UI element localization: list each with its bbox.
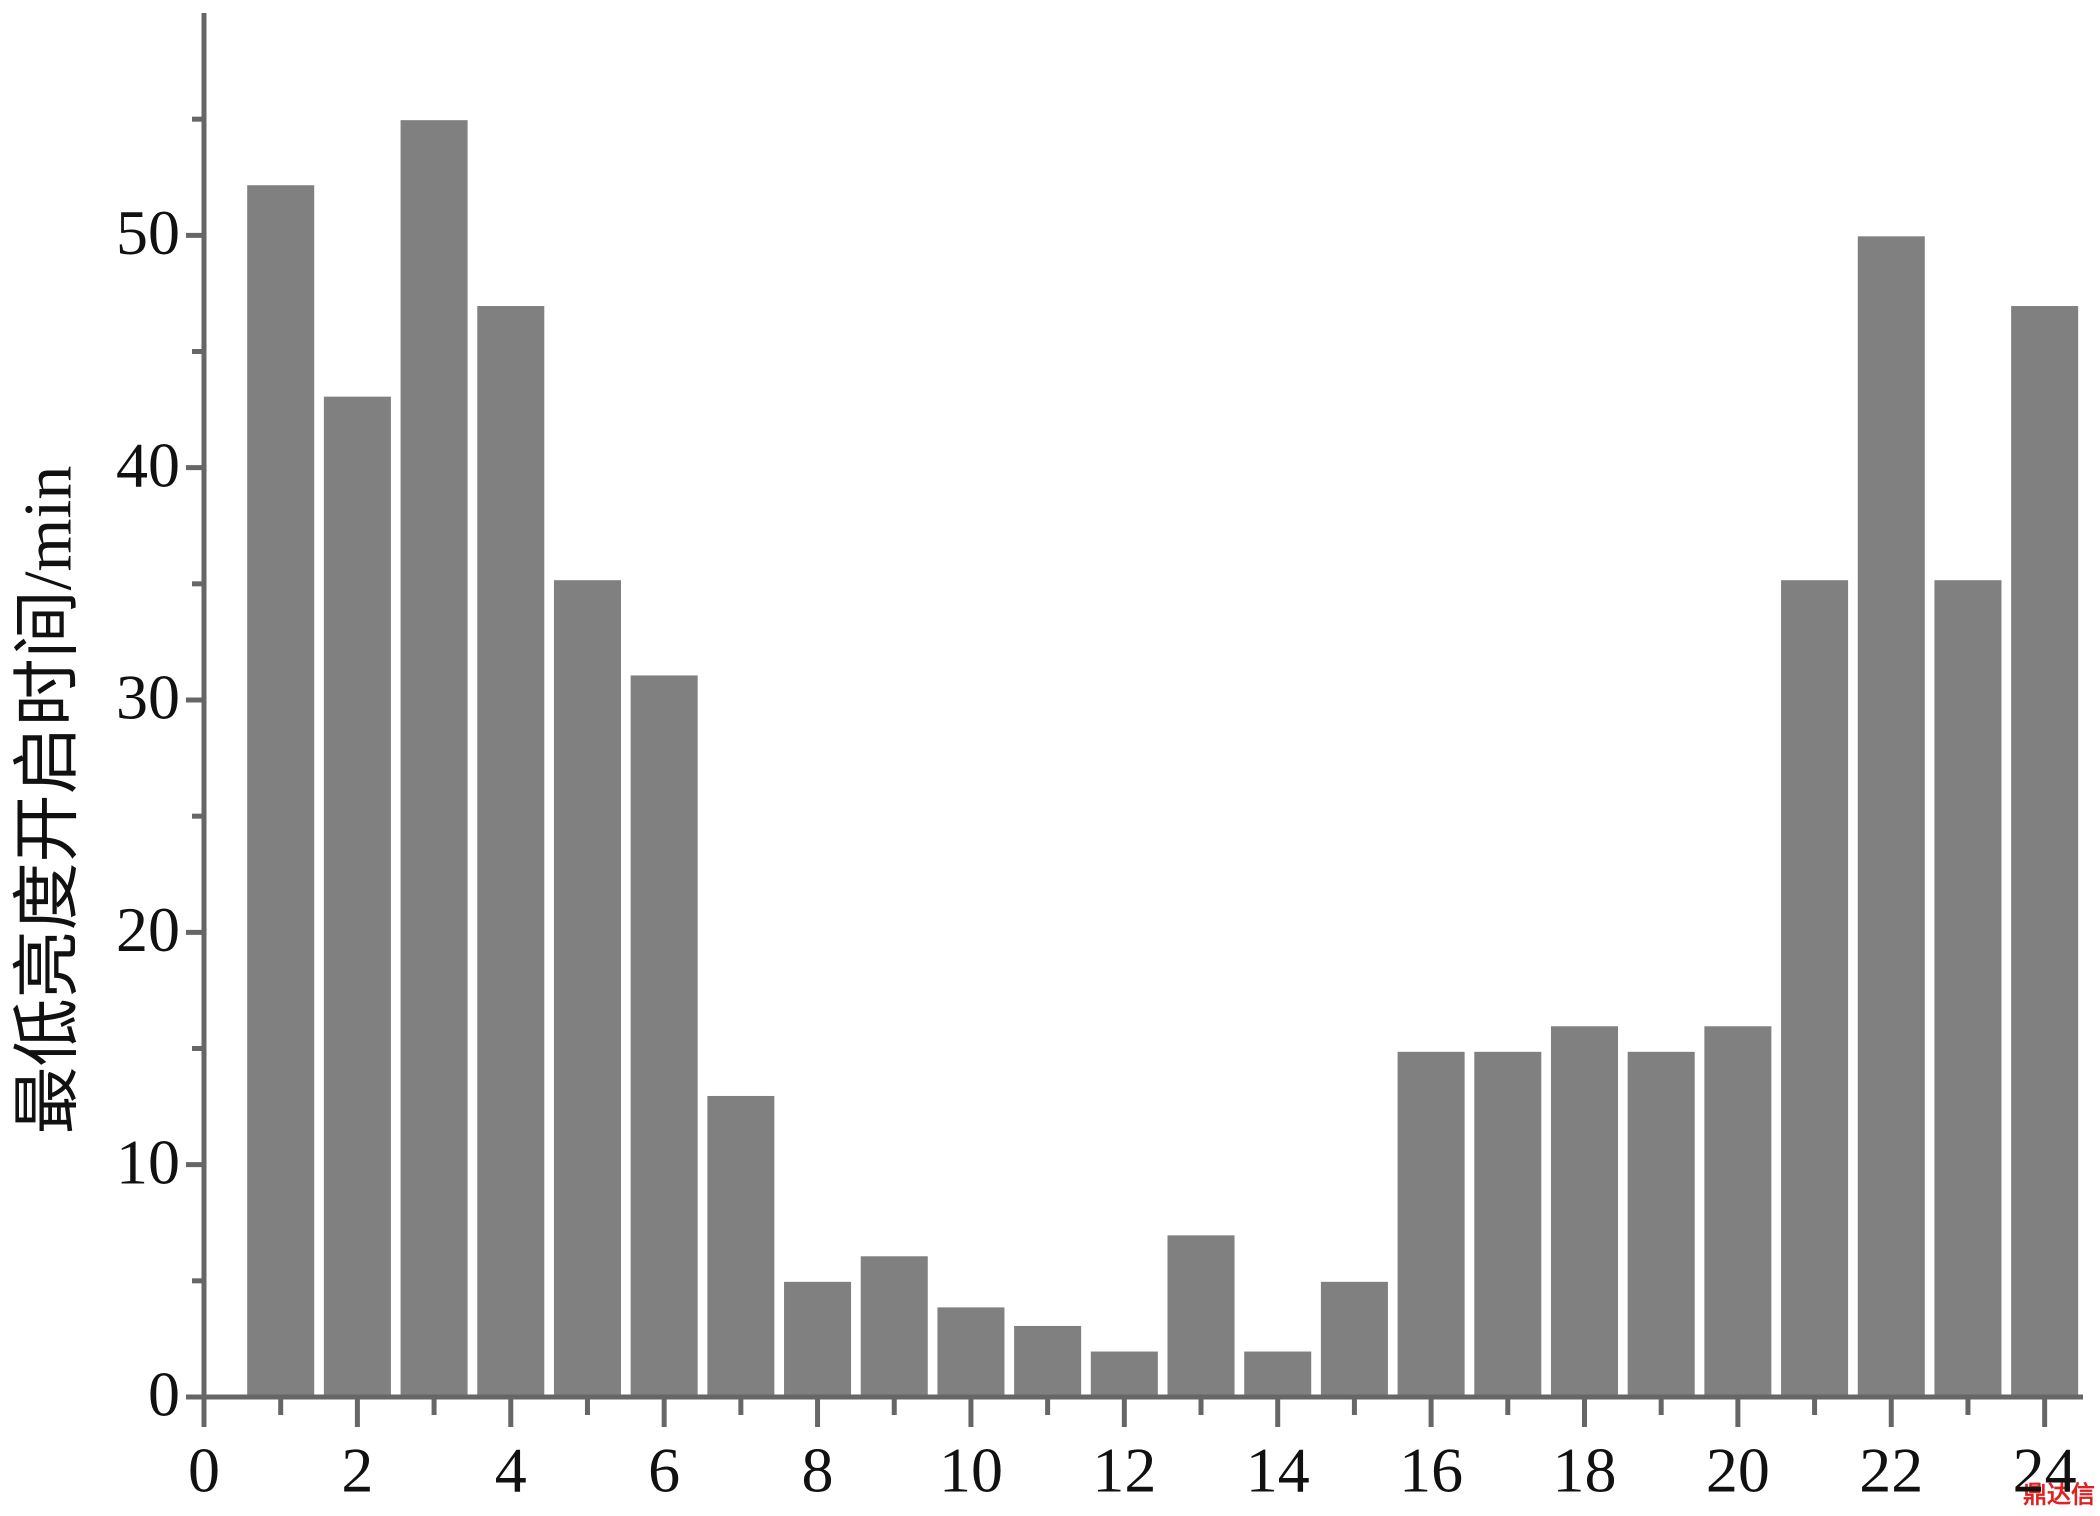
bar <box>1242 1349 1314 1398</box>
bar <box>1165 1233 1237 1399</box>
x-tick-label: 6 <box>648 1435 680 1506</box>
x-tick-label: 16 <box>1399 1435 1463 1506</box>
bar <box>858 1254 930 1398</box>
bar <box>551 578 623 1398</box>
x-tick-label: 24 <box>2013 1435 2077 1506</box>
bar <box>1318 1279 1390 1399</box>
watermark: 鼎达信 <box>2023 1481 2095 1509</box>
x-tick-label: 12 <box>1092 1435 1156 1506</box>
x-tick-label: 0 <box>188 1435 220 1506</box>
bar <box>705 1093 777 1398</box>
bar <box>321 394 393 1399</box>
bar <box>1855 234 1927 1398</box>
bar <box>398 118 470 1399</box>
x-tick-label: 14 <box>1246 1435 1310 1506</box>
bar <box>1932 578 2004 1398</box>
bar <box>1625 1049 1697 1399</box>
bar <box>1779 578 1851 1398</box>
y-tick-label: 40 <box>116 429 180 500</box>
x-tick-label: 22 <box>1859 1435 1923 1506</box>
x-tick-label: 18 <box>1552 1435 1616 1506</box>
bar <box>782 1279 854 1399</box>
bar <box>1702 1024 1774 1399</box>
bar <box>1088 1349 1160 1398</box>
bar <box>1395 1049 1467 1399</box>
bar <box>475 304 547 1398</box>
y-tick-label: 20 <box>116 894 180 965</box>
bar <box>1012 1323 1084 1399</box>
x-tick-label: 20 <box>1706 1435 1770 1506</box>
x-tick-label: 8 <box>802 1435 834 1506</box>
bar <box>935 1305 1007 1399</box>
x-tick-label: 4 <box>495 1435 527 1506</box>
y-tick-label: 10 <box>116 1126 180 1197</box>
bar <box>2009 304 2081 1398</box>
bar <box>1472 1049 1544 1399</box>
x-tick-label: 2 <box>341 1435 373 1506</box>
bar <box>628 673 700 1398</box>
y-tick-label: 50 <box>116 197 180 268</box>
x-tick-label: 10 <box>939 1435 1003 1506</box>
bar <box>1548 1024 1621 1399</box>
bar <box>245 183 317 1399</box>
y-axis-title: 最低亮度开启时间/min <box>10 466 86 1135</box>
y-tick-label: 30 <box>116 662 180 733</box>
y-tick-label: 0 <box>148 1359 180 1430</box>
